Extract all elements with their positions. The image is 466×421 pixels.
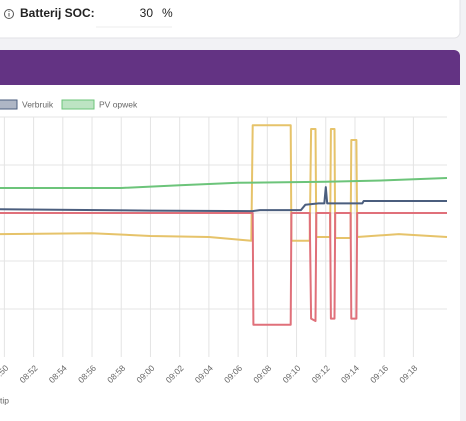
card-header [0,50,460,85]
soc-unit: % [162,6,173,20]
chart: 08:50 08:52 08:54 08:56 08:58 09:00 09:02 09:04… [0,99,448,405]
series-line [0,124,448,242]
legend-label: Verbruik [22,99,54,109]
legend-swatch [0,99,18,110]
soc-value: 30 [140,6,154,20]
series-line [0,186,447,213]
info-icon-dot [8,10,10,12]
x-axis-label: tip [0,395,9,405]
soc-label: Batterij SOC: [20,6,95,20]
chart-card [0,50,460,421]
info-icon[interactable] [4,9,14,19]
series-line [0,212,447,326]
soc-input[interactable] [96,4,172,26]
legend-label: PV opwek [99,99,138,109]
x-tick-label: 08:50 [0,363,11,385]
legend-swatch [61,99,95,110]
series-line [0,177,448,189]
